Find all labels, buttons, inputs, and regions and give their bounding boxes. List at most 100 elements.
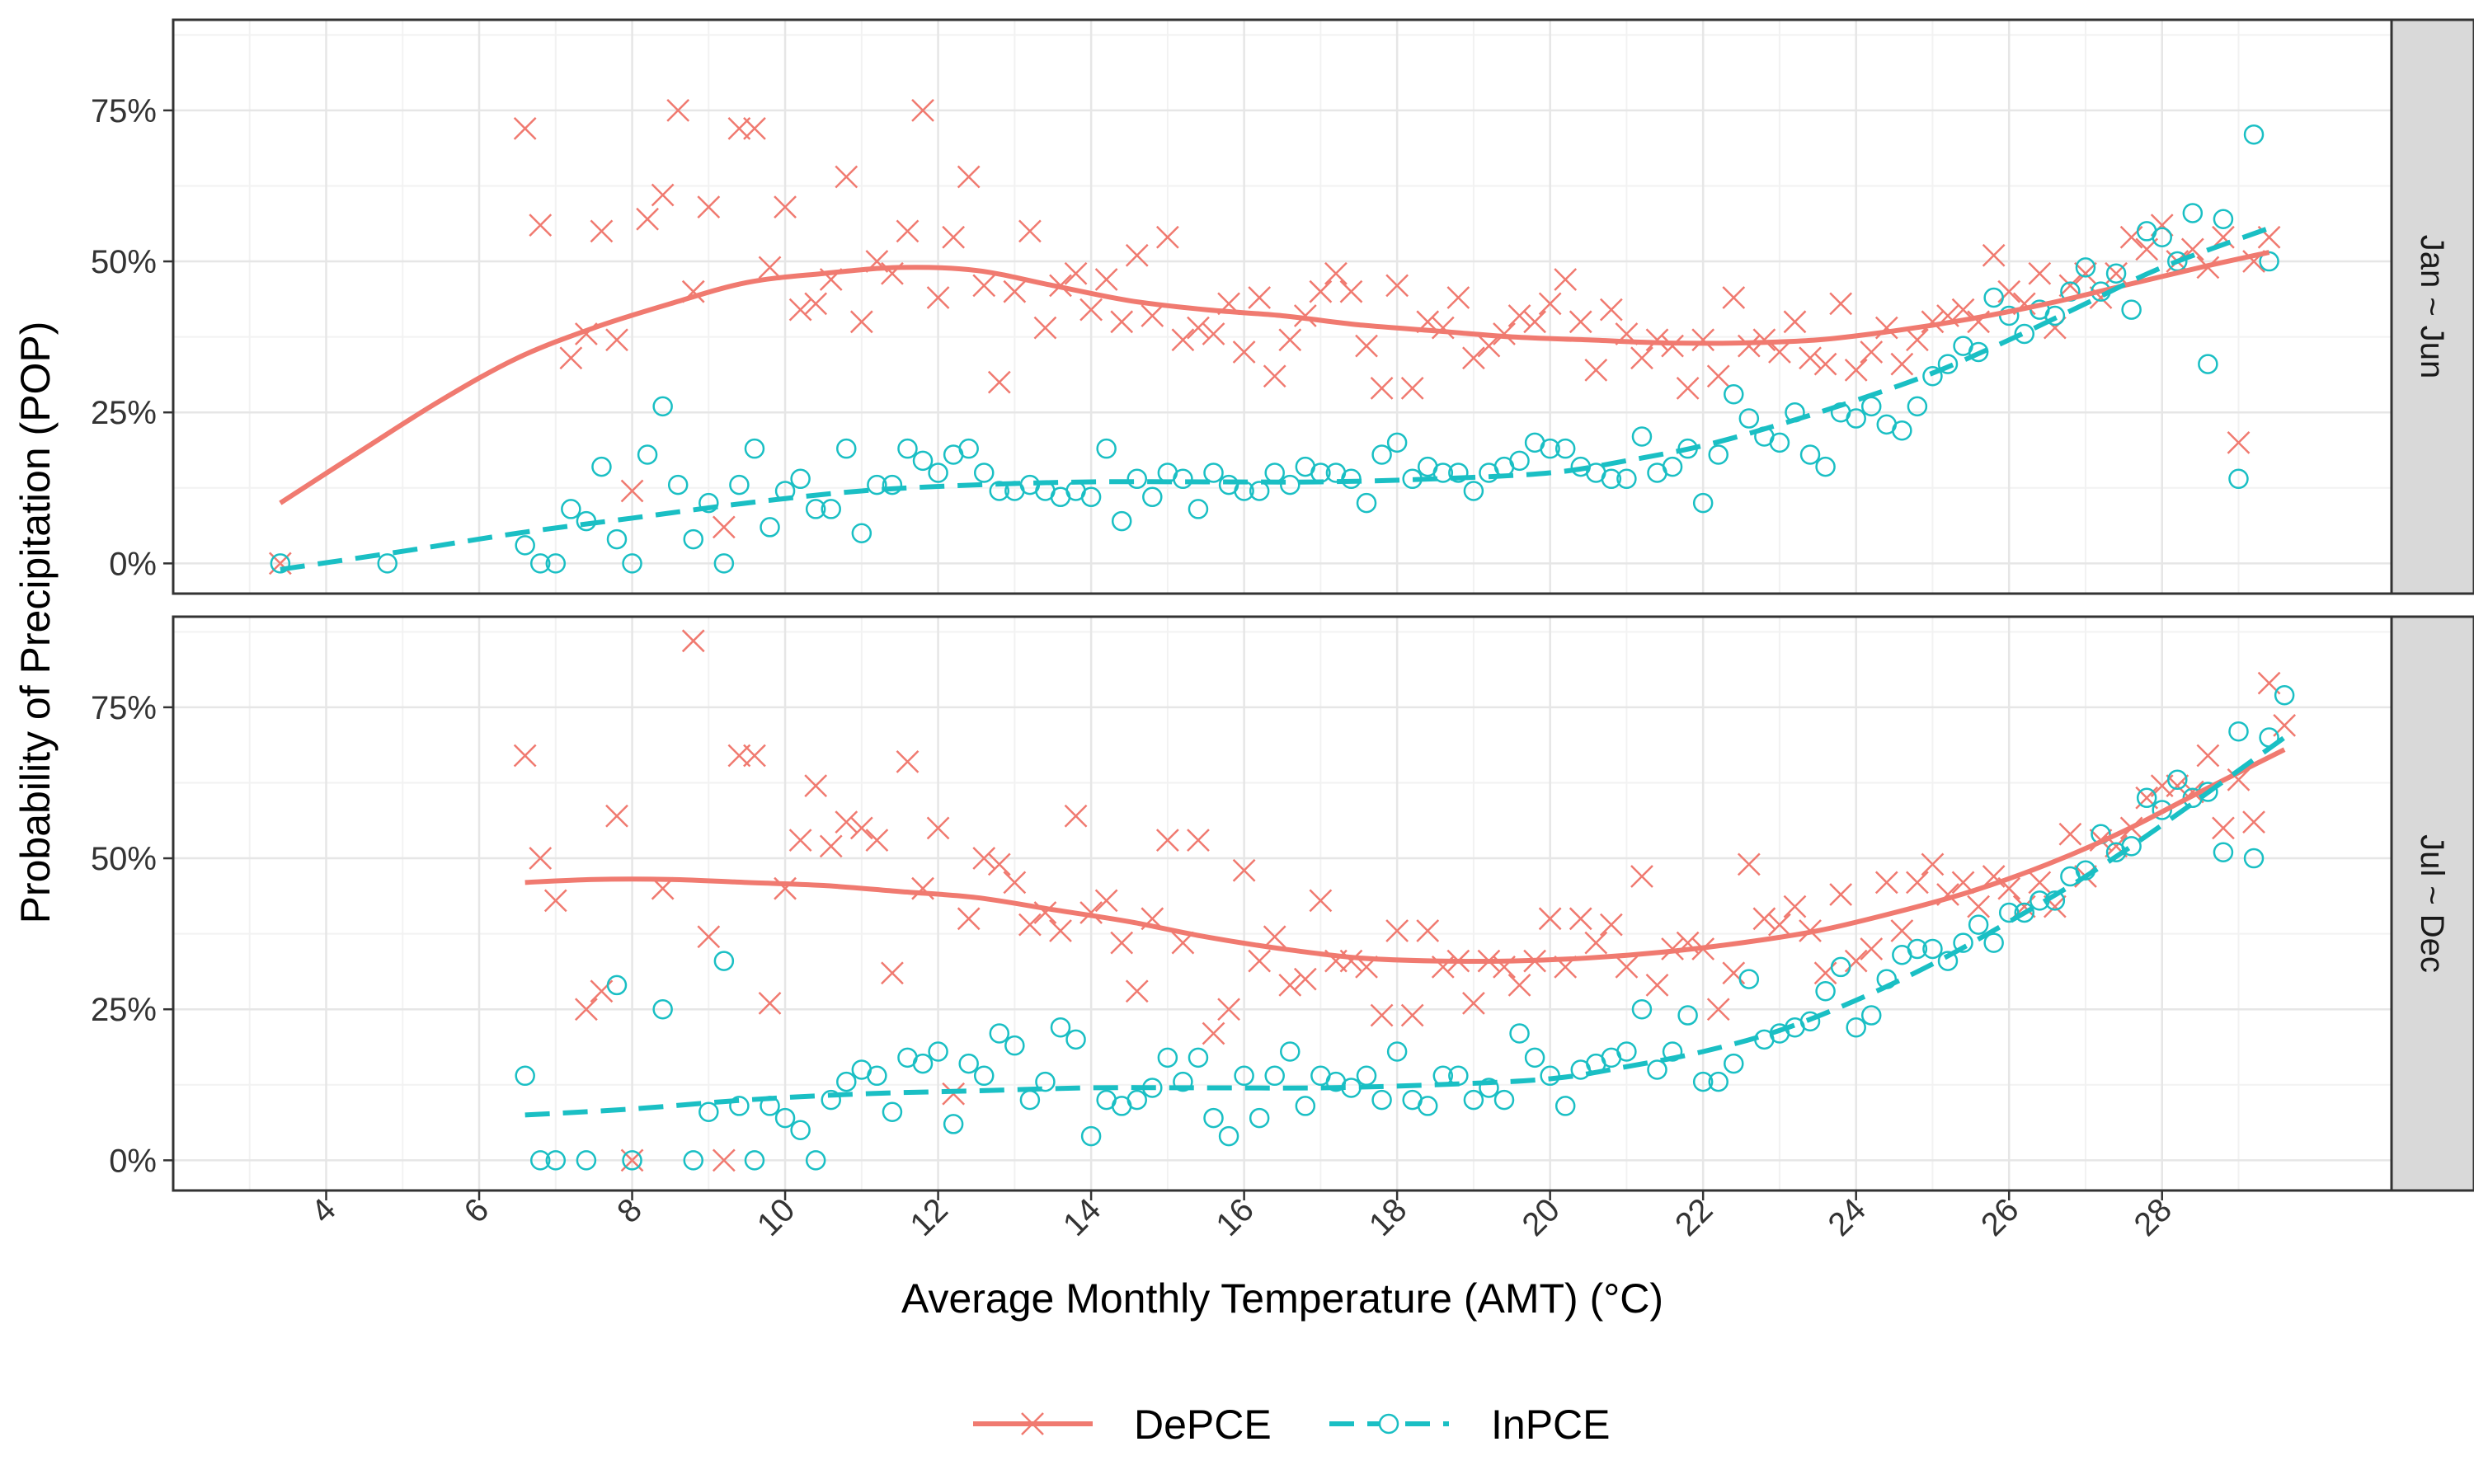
inpce-point [515, 1065, 535, 1087]
depce-point [575, 998, 598, 1021]
depce-point [1094, 889, 1118, 913]
depce-point [1155, 829, 1179, 852]
inpce-point [622, 553, 642, 574]
depce-point [1370, 1003, 1394, 1027]
depce-point [972, 847, 996, 870]
depce-point [804, 774, 828, 798]
inpce-point [943, 1114, 964, 1134]
depce-point [1370, 377, 1394, 400]
inpce-point [2213, 842, 2234, 862]
depce-point [1125, 243, 1149, 267]
depce-point [605, 328, 628, 352]
depce-point [1538, 907, 1562, 931]
facet-strip-label: Jan ~ Jun [2414, 235, 2450, 379]
inpce-point [529, 553, 551, 574]
inpce-point [622, 1150, 642, 1171]
inpce-point [1249, 1107, 1270, 1129]
depce-point [1584, 931, 1608, 955]
inpce-point [1493, 1089, 1515, 1111]
depce-point [1293, 304, 1317, 327]
depce-point [1217, 998, 1240, 1021]
inpce-point [836, 438, 857, 459]
inpce-point [2152, 800, 2172, 820]
depce-point [1003, 279, 1027, 303]
depce-point [957, 165, 981, 189]
inpce-point [912, 1053, 934, 1074]
legend-label-depce: DePCE [1134, 1402, 1272, 1448]
inpce-point [606, 974, 628, 996]
depce-point [835, 810, 858, 834]
depce-point [636, 207, 659, 231]
depce-point [1278, 974, 1302, 997]
inpce-point [1937, 354, 1959, 374]
inpce-point [1126, 468, 1148, 490]
depce-point [2028, 871, 2052, 895]
inpce-point [790, 468, 811, 490]
depce-point [1752, 907, 1776, 931]
inpce-point [652, 998, 673, 1020]
depce-point [1906, 328, 1929, 352]
inpce-point [561, 499, 581, 519]
inpce-point [1922, 938, 1943, 960]
legend-key-inpce [1329, 1413, 1449, 1435]
inpce-point [958, 438, 979, 459]
depce-point [1768, 340, 1791, 364]
depce-point [697, 925, 721, 949]
depce-point [1722, 286, 1746, 309]
x-tick-label: 26 [1974, 1191, 2026, 1243]
inpce-point [698, 492, 719, 514]
inpce-point [1983, 287, 2004, 308]
depce-point [590, 219, 614, 243]
depce-point [743, 744, 766, 768]
depce-point [1079, 901, 1103, 924]
inpce-point [1830, 956, 1851, 978]
y-axis-title: Probability of Precipitation (POP) [12, 322, 59, 924]
inpce-point [1846, 1017, 1866, 1038]
depce-point [1446, 286, 1470, 309]
inpce-point [591, 456, 612, 477]
depce-point [835, 165, 858, 189]
depce-point [712, 515, 736, 539]
depce-point [1967, 895, 1990, 918]
depce-point [697, 195, 721, 218]
depce-point [1094, 268, 1118, 291]
inpce-point [2075, 257, 2096, 278]
inpce-point [821, 1089, 841, 1111]
depce-point [2074, 261, 2097, 285]
x-tick-label: 22 [1668, 1191, 1720, 1243]
inpce-point [545, 553, 567, 574]
inpce-point [2198, 354, 2218, 374]
inpce-point [928, 463, 948, 483]
inpce-point [545, 1150, 567, 1171]
depce-point [1232, 340, 1256, 364]
inpce-point [2167, 769, 2188, 791]
inpce-point [1738, 408, 1760, 429]
depce-point [1982, 243, 2006, 267]
depce-point [987, 852, 1011, 876]
inpce-point [973, 463, 995, 483]
depce-point [2242, 810, 2265, 834]
depce-point [1187, 829, 1210, 852]
inpce-point [1998, 902, 2020, 923]
depce-point [1783, 895, 1807, 918]
depce-point [1293, 967, 1317, 991]
depce-point [1860, 937, 1884, 960]
inpce-point [1218, 1125, 1239, 1147]
depce-point [896, 219, 920, 243]
inpce-point [2014, 323, 2035, 345]
depce-point [1400, 1003, 1424, 1027]
inpce-point [2182, 203, 2204, 223]
inpce-point [637, 444, 658, 465]
legend-marker [1378, 1413, 1399, 1435]
depce-point [1615, 956, 1639, 979]
y-tick-label: 0% [109, 1143, 157, 1179]
depce-point [758, 991, 782, 1015]
inpce-point [1937, 951, 1959, 971]
inpce-point [912, 450, 934, 472]
panel-jul-dec: 0% 25% 50% 75% Jul ~ Dec [91, 615, 2474, 1192]
inpce-point [760, 517, 780, 538]
x-tick-label: 28 [2128, 1191, 2180, 1243]
depce-point [1921, 852, 1945, 876]
depce-point [987, 370, 1011, 394]
depce-point [1110, 931, 1134, 955]
